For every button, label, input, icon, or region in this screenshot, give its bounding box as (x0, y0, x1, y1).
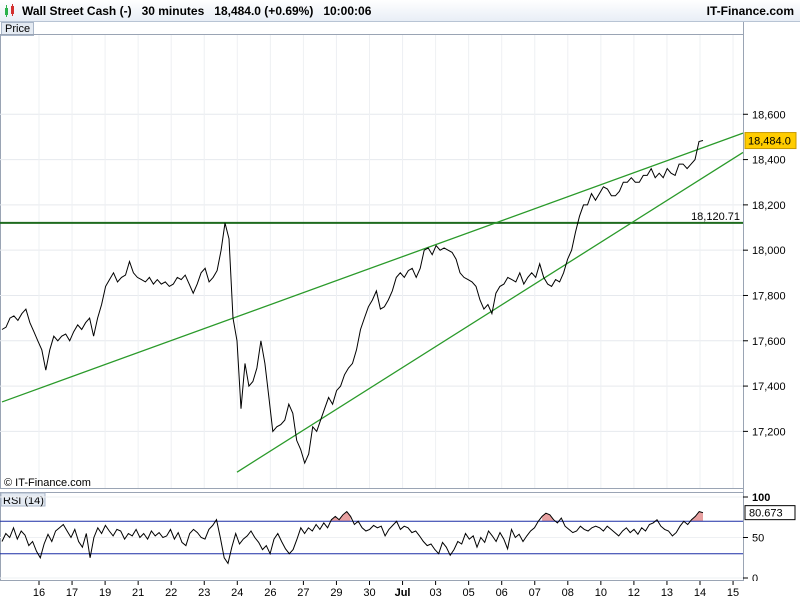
rsi-gridlines (0, 496, 743, 579)
x-tick-label: 27 (297, 587, 309, 599)
chart-header: Wall Street Cash (-) 30 minutes 18,484.0… (0, 0, 800, 22)
rsi-last-value-box (744, 505, 796, 521)
x-tick-label: 03 (429, 587, 441, 599)
x-tick-label: 05 (463, 587, 475, 599)
rsi-label-box (0, 492, 46, 507)
x-tick-label: 08 (562, 587, 574, 599)
x-tick-label: 22 (165, 587, 177, 599)
support-level-label: 18,120.71 (691, 211, 740, 223)
rsi-overbought-fill (331, 511, 703, 522)
x-tick-label: 21 (132, 587, 144, 599)
x-tick-label: 24 (231, 587, 243, 599)
trend-lines (1, 132, 744, 473)
rsi-panel-label: RSI (14) (3, 495, 44, 507)
price-gridlines (0, 35, 743, 488)
rsi-overbought-area (331, 511, 351, 522)
x-axis-band (0, 581, 800, 600)
x-tick-label: 16 (33, 587, 45, 599)
rsi-levels (0, 520, 743, 555)
rsi-last-value-label: 80.673 (749, 508, 783, 520)
x-tick-label: 17 (66, 587, 78, 599)
price-y-axis: 17,200 17,400 17,600 17,800 18,000 18,200 18,4… (743, 109, 786, 438)
price-series-line (1, 140, 704, 465)
price-tick-label: 17,200 (752, 426, 786, 438)
rsi-tick-label: 50 (752, 533, 764, 545)
x-tick-label: 26 (264, 587, 276, 599)
x-tick-label: 13 (661, 587, 673, 599)
price-tick-label: 18,000 (752, 245, 786, 257)
x-tick-label: 06 (496, 587, 508, 599)
x-tick-label: 23 (198, 587, 210, 599)
x-tick-label: 07 (529, 587, 541, 599)
price-panel-label: Price (1, 22, 35, 36)
rsi-tick-label: 100 (752, 492, 770, 504)
last-price-label: 18,484.0 (748, 136, 791, 148)
rsi-tick-label: 0 (752, 573, 758, 585)
brand-name: IT-Finance.com (706, 4, 794, 18)
price-tick-label: 17,400 (752, 381, 786, 393)
rsi-y-axis: 0 50 100 (743, 492, 770, 585)
price-tick-label: 18,600 (752, 109, 786, 121)
x-tick-label: 29 (330, 587, 342, 599)
x-tick-label: 10 (595, 587, 607, 599)
price-panel-frame (0, 34, 744, 489)
price-tick-label: 17,600 (752, 336, 786, 348)
x-tick-label: 12 (628, 587, 640, 599)
copyright-text: © IT-Finance.com (4, 477, 91, 489)
rsi-overbought-area (691, 511, 703, 522)
last-price-box (744, 132, 797, 150)
last-price-marker: 18,484.0 (744, 132, 797, 150)
x-tick-label: 14 (694, 587, 706, 599)
price-tick-label: 18,400 (752, 155, 786, 167)
trend-line (1, 132, 744, 403)
x-tick-label: 19 (99, 587, 111, 599)
rsi-series-line (1, 510, 704, 565)
x-tick-label: Jul (395, 587, 411, 599)
price-tick-label: 17,800 (752, 290, 786, 302)
rsi-panel-frame (0, 492, 744, 581)
rsi-last-value-marker: 80.673 (744, 505, 796, 521)
support-level: 18,120.71 (0, 211, 743, 224)
candlestick-logo-icon (5, 4, 14, 17)
x-tick-label: 30 (363, 587, 375, 599)
x-tick-label: 15 (727, 587, 739, 599)
price-tick-label: 18,200 (752, 200, 786, 212)
rsi-overbought-area (542, 513, 554, 522)
x-axis: 16 17 19 21 22 23 24 26 27 29 30 Jul 03 05 06 07 08 10 12 1… (33, 581, 739, 599)
chart-title: Wall Street Cash (-) 30 minutes 18,484.0… (22, 4, 372, 18)
